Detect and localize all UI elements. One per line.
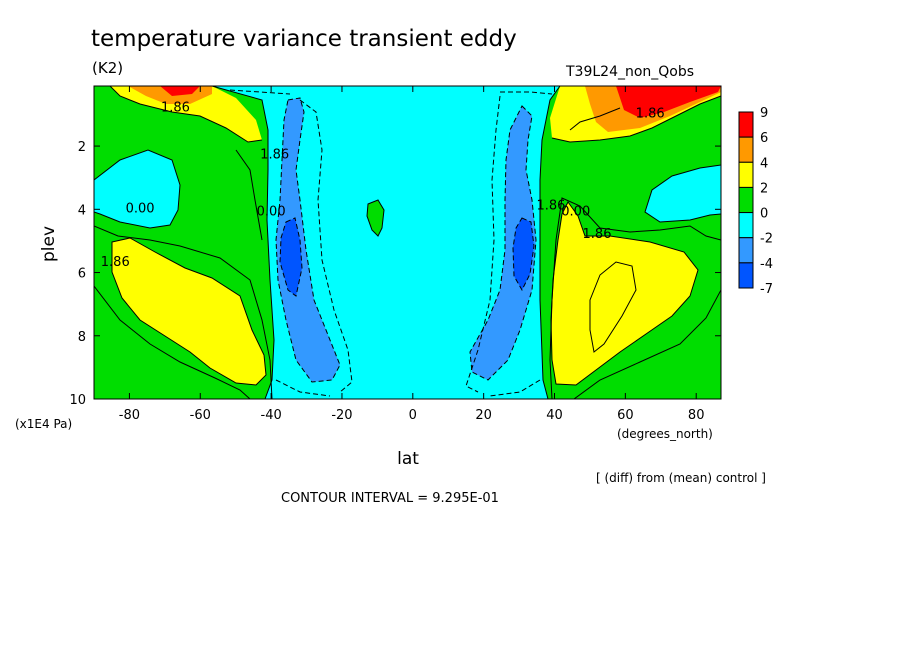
x-tick-label: -60 [190,408,211,423]
contour-line [569,107,621,131]
contour-interval-label: CONTOUR INTERVAL = 9.295E-01 [281,491,499,506]
contour-line [549,197,721,399]
region-neg-right-island [645,165,721,222]
x-tick-label: -80 [119,408,140,423]
contour-line-negative [500,91,553,95]
colorbar-swatch [738,262,754,289]
colorbar-level-label: -2 [760,232,773,247]
experiment-label: T39L24_non_Qobs [565,64,694,80]
x-axis-unit: (degrees_north) [617,427,713,441]
contour-line-negative [299,99,353,393]
colorbar-level-label: -7 [760,282,773,297]
contour-line-negative [489,379,541,397]
contour-value-label: 1.86 [536,198,565,213]
colorbar-swatch [738,161,754,188]
colorbar-level-label: 6 [760,131,768,146]
contour-lines-negative [229,89,553,397]
contour-line [94,149,181,229]
diff-note: [ (diff) from (mean) control ] [596,471,766,485]
contour-value-label: 0.00 [561,205,590,220]
colorbar-level-label: 2 [760,181,768,196]
units-label: (K2) [92,59,123,77]
contour-value-label: 0.00 [126,201,155,216]
region-red-top-right [616,86,721,118]
x-tick-label: 40 [546,408,563,423]
axis-ticks: -80 -60 -40 -20 0 20 40 60 80 2 4 6 8 10 [69,86,721,423]
colorbar-level-label: 9 [760,106,768,121]
y-axis-unit: (x1E4 Pa) [15,417,72,431]
colorbar-level-label: 0 [760,207,768,222]
region-neg-left-island [94,150,180,228]
contour-line-negative [275,97,341,383]
region-yellow-left-lower [112,238,266,385]
x-axis-label: lat [397,449,419,469]
region-blue-right [470,106,536,380]
contour-line [644,164,721,223]
chart-title: temperature variance transient eddy [91,26,517,52]
contour-value-label: 1.86 [636,107,665,122]
x-tick-label: 80 [688,408,705,423]
region-yellow-right-lower [551,202,698,385]
contour-line [551,95,721,143]
contour-line [589,261,637,353]
contour-lines [94,86,721,399]
contour-line-negative [465,95,501,393]
region-deepblue-right [513,218,534,290]
x-tick-label: 0 [409,408,417,423]
contour-value-label: 0.00 [257,205,286,220]
region-deepblue-left [280,218,302,296]
contour-line [211,86,275,399]
contour-line [366,199,385,237]
contour-value-label: 1.86 [260,148,289,163]
contour-line [539,86,561,399]
contour-labels: 1.861.860.000.001.861.860.001.861.86 [101,100,665,270]
y-tick-label: 2 [78,140,86,155]
contour-line [111,237,267,386]
contour-line [94,285,251,399]
colorbar-swatch [738,136,754,163]
contour-line [235,149,263,241]
contour-value-label: 1.86 [583,227,612,242]
y-tick-label: 8 [78,330,86,345]
colorbar-swatch [738,186,754,214]
x-tick-label: -20 [331,408,352,423]
contour-line-negative [229,89,291,95]
region-red-top-left [160,86,200,96]
colorbar-swatch [738,212,754,239]
contour-line [109,86,263,143]
colorbar-swatch [738,237,754,264]
colorbar-level-label: -4 [760,257,773,272]
contour-fill-layer [94,86,721,399]
plot-frame [93,85,722,400]
x-tick-label: -40 [261,408,282,423]
contour-line [94,225,273,399]
x-tick-label: 20 [475,408,492,423]
y-tick-label: 10 [69,393,86,408]
y-tick-label: 4 [78,203,86,218]
x-tick-label: 60 [617,408,634,423]
contour-value-label: 1.86 [101,255,130,270]
colorbar: 9 6 4 2 0 -2 -4 -7 [738,106,773,297]
contour-line-negative [512,217,535,292]
y-axis-label: plev [39,226,59,262]
y-tick-label: 6 [78,267,86,282]
contour-line-negative [469,105,537,381]
region-blue-left [276,98,340,382]
contour-line-negative [279,217,303,297]
contour-line-negative [275,379,331,397]
contour-value-label: 1.86 [161,100,190,115]
colorbar-swatch [738,111,754,138]
colorbar-level-label: 4 [760,156,768,171]
contour-line [573,289,721,399]
